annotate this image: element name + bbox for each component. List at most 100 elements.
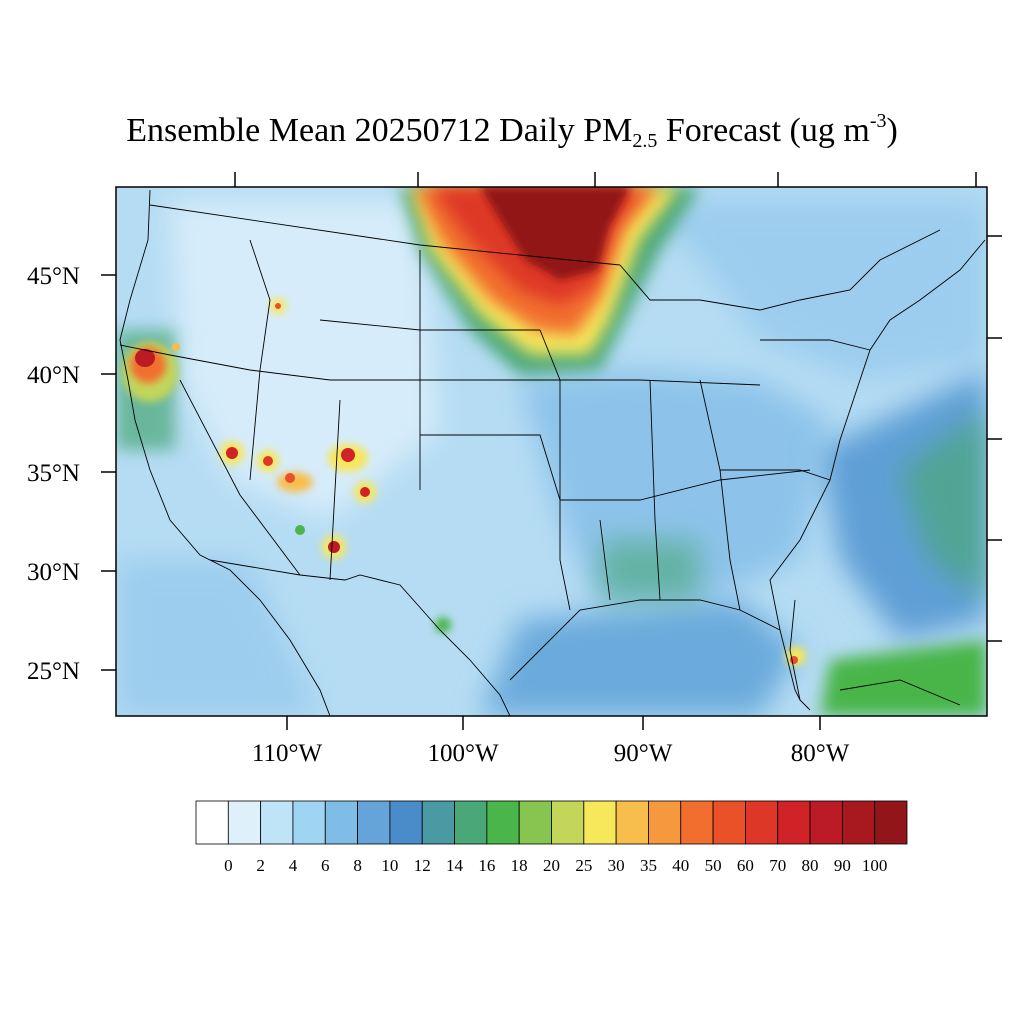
pacific-coastline (119, 189, 331, 716)
longitude-labels: 110°W 100°W 90°W 80°W (252, 740, 850, 767)
colorbar-swatch (841, 800, 876, 845)
map-title: Ensemble Mean 20250712 Daily PM2.5 Forec… (0, 110, 1024, 152)
colorbar-swatch (454, 800, 488, 845)
lat-label-25: 25°N (27, 658, 80, 685)
ms-border (599, 519, 611, 601)
tx-green (435, 617, 451, 633)
great-lakes-border (619, 229, 941, 311)
colorbar-swatch (809, 800, 843, 845)
az-3-core (285, 473, 295, 483)
colorbar-label: 35 (640, 856, 657, 875)
gulf-coastline (509, 599, 801, 701)
latitude-states-40 (119, 344, 761, 386)
colorbar-swatch (615, 800, 649, 845)
lat-label-40: 40°N (27, 362, 80, 389)
pa-ny-border (760, 339, 871, 351)
az-1-core (226, 447, 238, 459)
wy-sd-border (319, 319, 540, 331)
nm-3-core (328, 541, 340, 553)
colorbar-label: 30 (608, 856, 625, 875)
left-ticks (101, 274, 116, 671)
mo-ar-border (539, 329, 571, 611)
colorbar-label: 90 (834, 856, 851, 875)
id-nv-az-border (249, 239, 271, 481)
colorbar-label: 100 (862, 856, 888, 875)
colorbar-swatch (583, 800, 617, 845)
light-west-region (170, 200, 440, 520)
southwest-moderate-region (116, 560, 320, 716)
nm-2-core (360, 487, 370, 497)
colorbar-swatch (195, 800, 229, 845)
nv-small (172, 343, 180, 351)
colorbar-label: 80 (802, 856, 819, 875)
mexico-border (209, 559, 511, 716)
colorbar-swatch (648, 800, 682, 845)
colorbar-label: 0 (224, 856, 233, 875)
colorbar-label: 18 (511, 856, 528, 875)
az-3-ring (277, 472, 313, 492)
colorbar-label: 50 (705, 856, 722, 875)
colorbar-label: 12 (414, 856, 431, 875)
colorbar-label: 20 (543, 856, 560, 875)
nc-border (720, 469, 831, 481)
tn-border (560, 469, 811, 501)
colorbar (195, 800, 908, 845)
colorbar-swatch (260, 800, 294, 845)
colorbar-swatch (680, 800, 714, 845)
colorbar-swatch (389, 800, 423, 845)
ca-core (135, 349, 155, 367)
atlantic-coastline (769, 239, 986, 631)
az-2-core (263, 456, 273, 466)
title-subscript: 2.5 (632, 130, 658, 152)
lat-label-45: 45°N (27, 263, 80, 290)
colorbar-label: 25 (575, 856, 592, 875)
atlantic-green-band (900, 410, 987, 600)
right-ticks (987, 235, 1002, 642)
latitude-labels: 45°N 40°N 35°N 30°N 25°N (27, 263, 80, 685)
southwest-hotspots (172, 298, 806, 666)
title-suffix: ) (886, 112, 898, 149)
title-prefix: Ensemble Mean 20250712 Daily PM (126, 112, 633, 149)
title-superscript: -3 (869, 110, 887, 132)
east-moderate-region (520, 370, 830, 600)
ca-nv-border (179, 379, 301, 576)
colorbar-swatch (357, 800, 391, 845)
california-hotspot (122, 342, 178, 402)
florida-peninsula (789, 599, 811, 711)
lat-label-30: 30°N (27, 559, 80, 586)
lon-label-80: 80°W (791, 740, 850, 767)
gulf-region (480, 600, 800, 716)
az-small-green (295, 525, 305, 535)
colorbar-swatch (421, 800, 455, 845)
colorbar-swatch (518, 800, 552, 845)
smoke-plume (400, 187, 700, 375)
colorbar-swatch (486, 800, 520, 845)
top-ticks (234, 172, 977, 187)
lon-label-90: 90°W (614, 740, 673, 767)
boundaries (119, 189, 986, 716)
title-middle: Forecast (ug m (657, 112, 870, 149)
ga-border (699, 379, 741, 611)
colorbar-swatch (874, 800, 908, 845)
northeast-moderate-region (640, 200, 987, 380)
pm25-field (116, 187, 987, 716)
canada-border (149, 204, 621, 266)
lon-label-100: 100°W (427, 740, 498, 767)
colorbar-label: 2 (256, 856, 265, 875)
cuba-outline (839, 679, 961, 706)
colorbar-label: 4 (289, 856, 298, 875)
ks-ok-border (420, 434, 561, 501)
colorbar-label: 40 (672, 856, 689, 875)
colorbar-swatch (292, 800, 326, 845)
colorbar-label: 16 (478, 856, 495, 875)
colorbar-label: 10 (381, 856, 398, 875)
atlantic-region (820, 370, 987, 640)
colorbar-label: 60 (737, 856, 754, 875)
lat-label-35: 35°N (27, 460, 80, 487)
bottom-ticks (286, 716, 821, 730)
colorbar-label: 6 (321, 856, 330, 875)
lon-label-110: 110°W (252, 740, 323, 767)
caribbean-green (820, 640, 987, 716)
al-border (649, 379, 661, 601)
